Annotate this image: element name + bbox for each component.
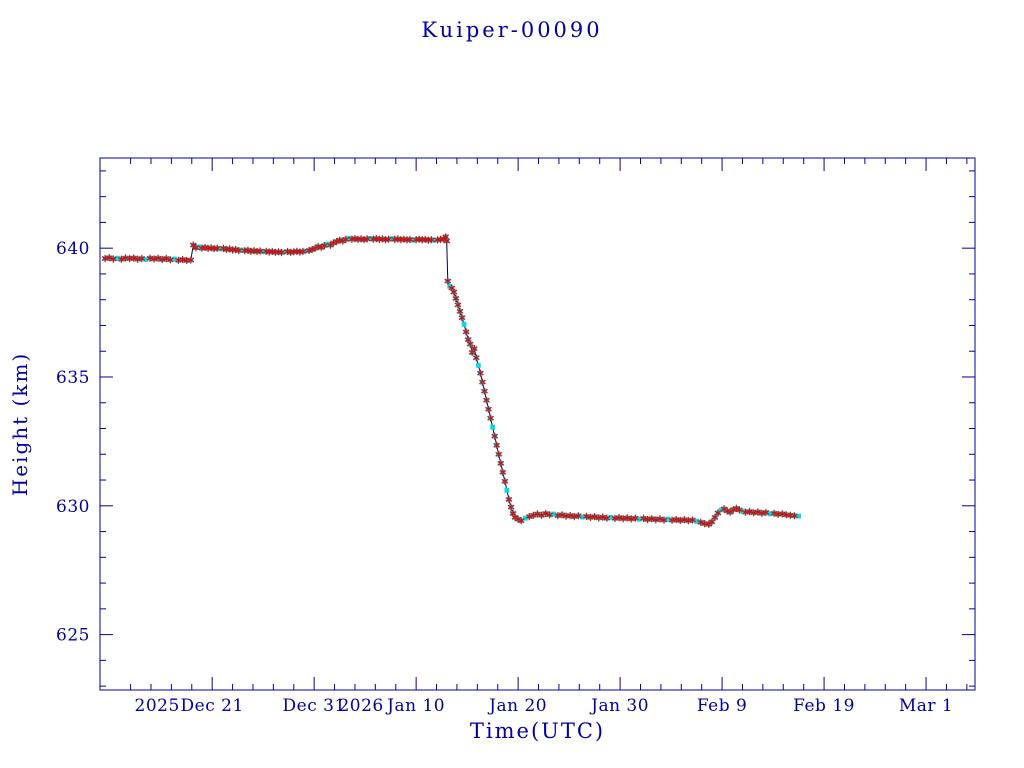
y-tick-label: 640 (56, 239, 90, 259)
x-tick-label: Jan 30 (589, 696, 649, 716)
x-tick-label: Feb 19 (793, 696, 855, 716)
cyan-markers (102, 234, 801, 527)
data-line (105, 235, 799, 525)
y-tick-label: 625 (56, 626, 90, 646)
x-tick-label: Dec 31 (283, 696, 346, 716)
chart-title: Kuiper-00090 (421, 18, 603, 42)
y-tick-label: 630 (56, 497, 90, 517)
y-tick-label: 635 (56, 368, 90, 388)
x-tick-year-prefix: 2025 (135, 696, 180, 716)
x-tick-label: Jan 20 (487, 696, 547, 716)
red-asterisk-markers (101, 233, 798, 528)
plot-frame (99, 157, 976, 691)
y-axis-label: Height (km) (8, 351, 32, 497)
axis-ticks (100, 158, 975, 690)
x-axis-label: Time(UTC) (469, 719, 606, 743)
x-tick-label: Feb 9 (697, 696, 748, 716)
x-tick-label: Mar 1 (899, 696, 953, 716)
x-tick-label: Dec 21 (181, 696, 244, 716)
x-tick-label: Jan 10 (385, 696, 445, 716)
x-tick-year-prefix: 2026 (338, 696, 383, 716)
